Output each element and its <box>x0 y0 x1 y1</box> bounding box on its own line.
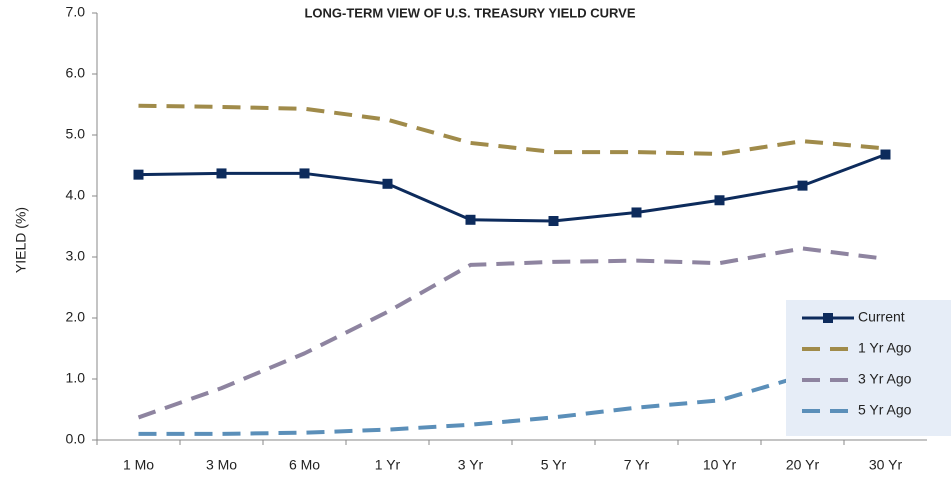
legend-box <box>786 300 951 436</box>
y-axis-label: YIELD (%) <box>13 207 29 273</box>
legend-label: 5 Yr Ago <box>858 402 912 418</box>
x-tick-label: 10 Yr <box>703 457 737 473</box>
legend-label: 1 Yr Ago <box>858 340 912 356</box>
x-tick-label: 1 Mo <box>123 457 154 473</box>
x-tick-label: 3 Yr <box>458 457 484 473</box>
x-tick-label: 3 Mo <box>206 457 237 473</box>
series-marker <box>465 214 476 225</box>
series-marker <box>216 168 227 179</box>
series-line <box>138 358 886 436</box>
y-tick-label: 3.0 <box>66 248 86 264</box>
series-marker <box>382 178 393 189</box>
series-marker <box>797 180 808 191</box>
x-tick-label: 5 Yr <box>541 457 567 473</box>
series-marker <box>714 195 725 206</box>
series-line <box>137 246 886 420</box>
y-tick-label: 6.0 <box>66 65 86 81</box>
x-tick-label: 7 Yr <box>624 457 650 473</box>
series-marker <box>299 168 310 179</box>
legend-marker <box>823 313 833 323</box>
y-tick-label: 2.0 <box>66 309 86 325</box>
series-line <box>138 153 887 223</box>
series-marker <box>133 169 144 180</box>
chart-title: LONG-TERM VIEW OF U.S. TREASURY YIELD CU… <box>304 5 635 20</box>
series-marker <box>548 216 559 227</box>
series-line <box>138 103 886 156</box>
y-tick-label: 1.0 <box>66 370 86 386</box>
x-tick-label: 20 Yr <box>786 457 820 473</box>
y-tick-label: 4.0 <box>66 187 86 203</box>
series-marker <box>631 207 642 218</box>
legend-label: 3 Yr Ago <box>858 371 912 387</box>
x-tick-label: 1 Yr <box>375 457 401 473</box>
y-tick-label: 7.0 <box>66 4 86 20</box>
legend-label: Current <box>858 309 905 325</box>
series-marker <box>880 149 891 160</box>
x-tick-label: 6 Mo <box>289 457 320 473</box>
y-tick-label: 0.0 <box>66 431 86 447</box>
x-tick-label: 30 Yr <box>869 457 903 473</box>
y-tick-label: 5.0 <box>66 126 86 142</box>
